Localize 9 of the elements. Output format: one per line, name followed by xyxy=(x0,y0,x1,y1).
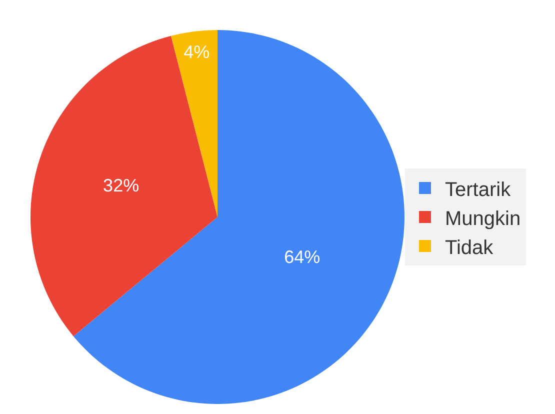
legend-label: Tertarik xyxy=(445,178,512,201)
data-label: 32% xyxy=(103,176,140,196)
pie-slice xyxy=(30,36,218,336)
legend-label: Tidak xyxy=(445,236,494,259)
pie-slice xyxy=(170,30,218,217)
data-label: 64% xyxy=(284,246,320,267)
pie-slice xyxy=(73,30,404,404)
legend-label: Mungkin xyxy=(445,208,521,230)
data-label: 4% xyxy=(184,42,210,62)
